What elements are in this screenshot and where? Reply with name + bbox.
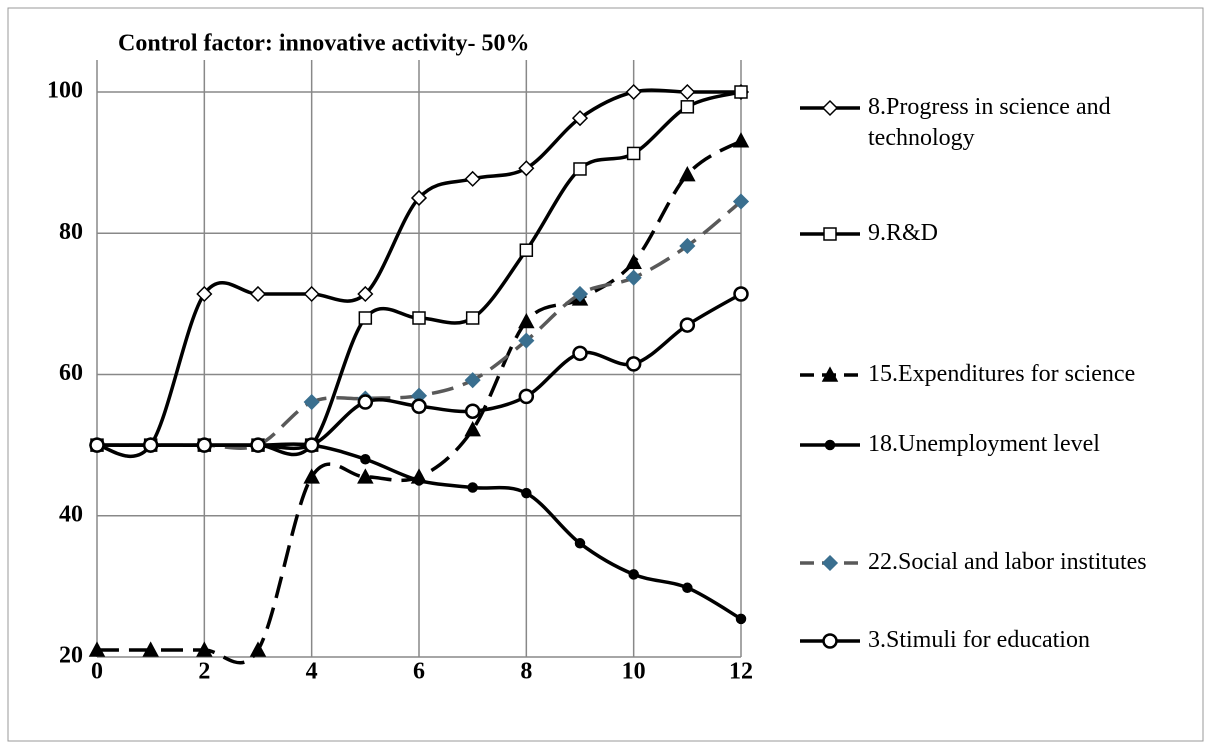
marker [89, 437, 105, 453]
x-tick-label: 10 [622, 659, 646, 685]
marker [88, 641, 106, 657]
marker [142, 641, 159, 657]
marker [518, 332, 535, 349]
marker [142, 437, 159, 453]
y-tick-label: 40 [59, 501, 83, 527]
marker [464, 170, 481, 187]
marker [734, 85, 748, 99]
marker [467, 482, 478, 493]
marker [628, 569, 639, 580]
y-tick-label: 80 [59, 219, 83, 245]
y-tick-label: 20 [59, 643, 83, 669]
marker [303, 468, 320, 484]
marker [519, 243, 534, 257]
x-tick-label: 6 [413, 659, 425, 685]
marker [360, 454, 371, 465]
legend-label: 9.R&D [868, 220, 939, 246]
marker [732, 132, 750, 148]
chart-title: Control factor: innovative activity- 50% [118, 31, 529, 57]
marker [464, 421, 481, 437]
marker [680, 100, 695, 114]
legend-label: 18.Unemployment level [868, 431, 1100, 457]
y-tick-label: 100 [47, 78, 83, 104]
marker [518, 160, 535, 177]
x-tick-label: 4 [306, 659, 318, 685]
marker [626, 146, 641, 161]
marker [625, 269, 642, 286]
marker [518, 388, 535, 405]
marker [625, 356, 642, 372]
marker [573, 162, 587, 176]
marker [303, 437, 320, 453]
marker [521, 487, 532, 499]
x-tick-label: 2 [198, 659, 210, 685]
marker [821, 99, 839, 117]
marker [732, 193, 750, 210]
marker [357, 394, 374, 410]
marker [465, 311, 480, 325]
legend-label: 15.Expenditures for science [868, 361, 1136, 387]
marker [196, 437, 213, 453]
x-tick-label: 12 [729, 659, 753, 685]
chart-border [7, 7, 1204, 742]
marker [822, 633, 838, 649]
marker [464, 403, 481, 419]
marker [518, 312, 535, 329]
marker [821, 366, 839, 382]
y-tick-label: 60 [59, 360, 83, 386]
marker [571, 285, 589, 303]
marker [679, 317, 696, 333]
marker [357, 285, 374, 303]
marker [625, 83, 642, 101]
marker [410, 189, 428, 206]
x-tick-label: 0 [91, 659, 103, 685]
line [96, 88, 741, 459]
marker [412, 311, 426, 325]
marker [824, 439, 836, 451]
marker [571, 110, 589, 127]
marker [196, 285, 213, 303]
marker [679, 166, 696, 182]
legend-label: 3.Stimuli for education [868, 627, 1090, 653]
marker [733, 286, 749, 302]
marker [357, 468, 374, 484]
marker [682, 582, 693, 594]
marker [679, 237, 696, 255]
marker [250, 437, 266, 453]
legend-label: 22.Social and labor institutes [868, 549, 1147, 575]
marker [303, 393, 320, 411]
marker [358, 311, 373, 325]
marker [625, 253, 642, 269]
marker [823, 227, 837, 241]
marker [196, 641, 213, 657]
legend-label: 8.Progress in science and technology [868, 94, 1111, 151]
marker [303, 285, 320, 303]
x-tick-label: 8 [520, 659, 532, 685]
marker [464, 372, 481, 389]
marker [249, 641, 267, 657]
marker [821, 554, 839, 572]
marker [572, 345, 588, 362]
marker [411, 398, 427, 415]
marker [679, 83, 696, 101]
marker [574, 538, 586, 549]
marker [413, 475, 425, 486]
marker [735, 613, 747, 625]
marker [249, 285, 267, 303]
